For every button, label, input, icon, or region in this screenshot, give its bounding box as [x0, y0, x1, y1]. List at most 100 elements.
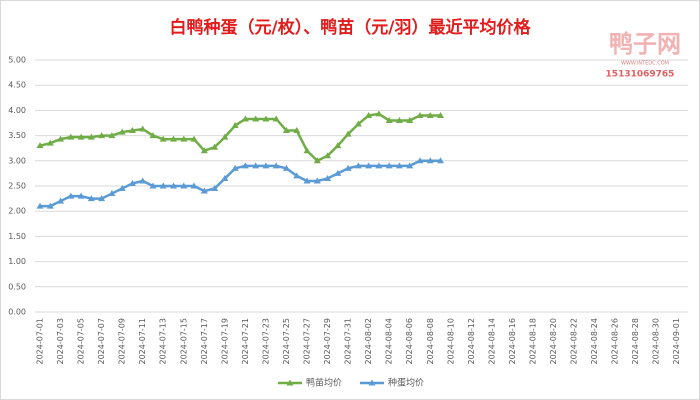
point-marker	[272, 162, 280, 169]
point-marker	[252, 162, 260, 169]
y-tick-label: 3.00	[8, 156, 26, 165]
point-marker	[241, 162, 249, 169]
point-marker	[221, 174, 229, 181]
x-tick-label: 2024-08-24	[590, 318, 599, 365]
point-marker	[272, 115, 280, 122]
x-tick-label: 2024-08-28	[631, 318, 640, 365]
point-marker	[87, 133, 95, 140]
point-marker	[437, 157, 445, 164]
point-marker	[77, 192, 85, 199]
point-marker	[344, 164, 352, 171]
point-marker	[437, 111, 445, 118]
x-tick-label: 2024-08-20	[549, 318, 558, 365]
point-marker	[180, 182, 188, 189]
point-marker	[282, 127, 290, 134]
x-tick-label: 2024-08-12	[467, 318, 476, 365]
point-marker	[180, 135, 188, 142]
point-marker	[128, 127, 136, 134]
point-marker	[293, 127, 301, 134]
y-tick-label: 5.00	[8, 56, 26, 65]
point-marker	[46, 139, 54, 146]
point-marker	[303, 147, 311, 154]
point-marker	[406, 116, 414, 123]
x-tick-label: 2024-08-06	[405, 318, 414, 365]
x-tick-label: 2024-07-01	[36, 318, 45, 365]
x-tick-label: 2024-08-22	[570, 318, 579, 365]
point-marker	[241, 115, 249, 122]
point-marker	[46, 202, 54, 209]
watermark-phone: 15131069765	[606, 70, 675, 80]
point-marker	[375, 110, 383, 117]
point-marker	[87, 195, 95, 202]
y-tick-label: 3.50	[8, 131, 26, 140]
y-tick-label: 1.50	[8, 232, 26, 241]
point-marker	[324, 174, 332, 181]
point-marker	[211, 185, 219, 192]
x-tick-label: 2024-08-14	[487, 318, 496, 365]
point-marker	[354, 120, 362, 127]
point-marker	[108, 190, 116, 197]
x-tick-label: 2024-07-23	[261, 318, 270, 365]
y-tick-label: 2.50	[8, 182, 26, 191]
y-tick-label: 4.50	[8, 81, 26, 90]
x-tick-label: 2024-08-04	[385, 318, 394, 365]
series-line	[40, 159, 441, 208]
point-marker	[426, 157, 434, 164]
point-marker	[426, 111, 434, 118]
y-tick-label: 0.00	[8, 308, 26, 317]
x-tick-label: 2024-07-25	[282, 318, 291, 365]
y-tick-label: 2.00	[8, 207, 26, 216]
point-marker	[211, 143, 219, 150]
point-marker	[344, 130, 352, 137]
x-tick-label: 2024-07-09	[118, 318, 127, 365]
point-marker	[354, 162, 362, 169]
point-marker	[200, 187, 208, 194]
point-marker	[190, 135, 198, 142]
series-line	[39, 112, 441, 163]
point-marker	[375, 162, 383, 169]
x-tick-label: 2024-07-17	[200, 318, 209, 365]
point-marker	[200, 147, 208, 154]
point-marker	[159, 182, 167, 189]
x-tick-label: 2024-07-31	[344, 318, 353, 365]
x-tick-label: 2024-07-15	[179, 318, 188, 365]
point-marker	[262, 115, 270, 122]
point-marker	[149, 182, 157, 189]
point-marker	[36, 202, 44, 209]
point-marker	[395, 162, 403, 169]
x-tick-label: 2024-08-08	[426, 318, 435, 365]
point-marker	[395, 116, 403, 123]
point-marker	[231, 164, 239, 171]
x-tick-label: 2024-07-07	[97, 318, 106, 365]
point-marker	[98, 195, 106, 202]
x-tick-label: 2024-07-05	[77, 318, 86, 365]
point-marker	[282, 164, 290, 171]
point-marker	[385, 116, 393, 123]
x-tick-label: 2024-08-10	[446, 318, 455, 365]
x-tick-label: 2024-07-11	[138, 318, 147, 365]
point-marker	[416, 157, 424, 164]
point-marker	[190, 182, 198, 189]
chart-title: 白鸭种蛋（元/枚）、鸭苗（元/羽）最近平均价格	[170, 17, 532, 38]
x-tick-label: 2024-07-13	[159, 318, 168, 365]
watermark-logo: 鸭子网	[609, 30, 681, 58]
point-marker	[149, 132, 157, 139]
point-marker	[262, 162, 270, 169]
point-marker	[98, 132, 106, 139]
point-marker	[67, 192, 75, 199]
point-marker	[170, 182, 178, 189]
x-tick-label: 2024-08-02	[364, 318, 373, 365]
x-tick-label: 2024-08-16	[508, 318, 517, 365]
point-marker	[118, 185, 126, 192]
point-marker	[57, 197, 65, 204]
x-tick-label: 2024-08-18	[528, 318, 537, 365]
x-tick-label: 2024-09-01	[672, 318, 681, 365]
point-marker	[365, 111, 373, 118]
x-tick-label: 2024-07-03	[56, 318, 65, 365]
y-tick-label: 4.00	[8, 106, 26, 115]
watermark-url: WWW.INTEDC.COM	[621, 61, 669, 67]
point-marker	[416, 111, 424, 118]
point-marker	[221, 133, 229, 140]
